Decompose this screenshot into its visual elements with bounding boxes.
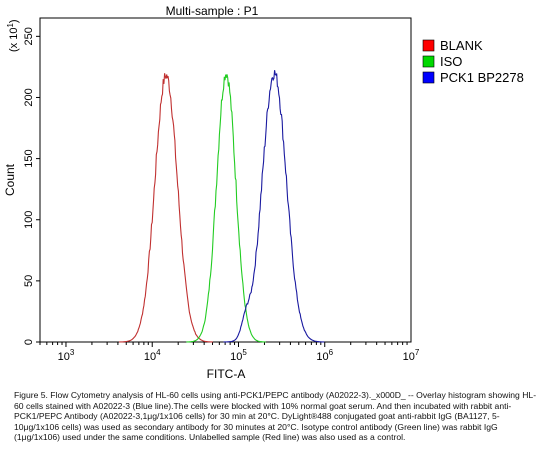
histogram-curves xyxy=(118,70,325,343)
x-axis-label: FITC-A xyxy=(207,367,246,381)
legend-label: BLANK xyxy=(440,38,483,53)
y-tick-label: 100 xyxy=(23,211,35,229)
y-tick-label: 250 xyxy=(23,27,35,45)
flow-cytometry-chart: Multi-sample : P1 0 50 100 150 200 250 103 104… xyxy=(3,4,524,381)
y-axis-ticks: 0 50 100 150 200 250 xyxy=(23,27,40,345)
legend-swatch xyxy=(422,71,435,84)
x-tick-label: 104 xyxy=(144,348,161,363)
legend-swatch xyxy=(422,39,435,52)
x-tick-label: 103 xyxy=(58,348,75,363)
legend-label: ISO xyxy=(440,54,462,69)
y-scale-note: (x 101) xyxy=(6,19,20,52)
x-axis-ticks: 103 104 105 106 107 xyxy=(39,342,420,363)
legend-label: PCK1 BP2278 xyxy=(440,70,524,85)
figure-caption: Figure 5. Flow Cytometry analysis of HL-… xyxy=(14,390,537,443)
x-tick-label: 106 xyxy=(316,348,333,363)
y-tick-label: 50 xyxy=(23,275,35,287)
legend-swatch xyxy=(422,55,435,68)
series-line-blank xyxy=(118,73,213,343)
y-tick-label: 150 xyxy=(23,149,35,167)
x-tick-label: 107 xyxy=(403,348,420,363)
plot-frame xyxy=(39,17,412,343)
x-tick-label: 105 xyxy=(230,348,247,363)
series-line-iso xyxy=(186,74,266,343)
y-axis-label: Count xyxy=(3,163,17,196)
y-tick-label: 200 xyxy=(23,88,35,106)
series-line-pck1-bp2278 xyxy=(223,70,325,343)
chart-title: Multi-sample : P1 xyxy=(166,4,259,18)
y-tick-label: 0 xyxy=(23,339,35,345)
